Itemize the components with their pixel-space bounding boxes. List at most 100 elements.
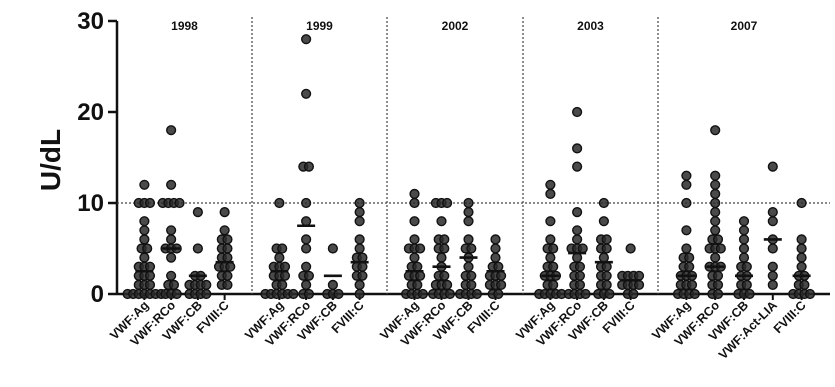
data-point <box>601 234 612 245</box>
data-point <box>442 197 453 209</box>
data-point <box>577 243 588 254</box>
y-tick-label: 20 <box>77 99 104 126</box>
data-point <box>442 279 453 291</box>
data-point <box>463 197 474 209</box>
data-point <box>767 279 778 291</box>
data-point <box>580 288 591 300</box>
data-point <box>715 243 726 254</box>
data-point <box>710 179 721 190</box>
data-point <box>439 243 450 254</box>
data-point <box>279 270 291 281</box>
data-point <box>166 125 177 136</box>
data-point <box>545 234 556 245</box>
data-point <box>572 207 583 218</box>
data-point <box>572 252 583 263</box>
y-tick-label: 30 <box>77 8 104 35</box>
data-point <box>192 243 203 254</box>
data-point <box>301 88 312 99</box>
data-point <box>628 288 639 300</box>
data-point <box>804 288 816 300</box>
data-point <box>767 261 778 272</box>
data-point <box>601 279 612 291</box>
data-point <box>354 288 365 300</box>
data-point <box>710 170 721 181</box>
data-point <box>710 252 721 263</box>
data-point <box>279 261 291 272</box>
data-point <box>463 216 474 227</box>
data-point <box>354 197 365 209</box>
data-point <box>572 106 583 118</box>
data-point <box>333 288 344 300</box>
data-point <box>301 279 312 291</box>
data-point <box>301 234 312 245</box>
data-point <box>625 243 636 254</box>
data-point <box>409 188 420 200</box>
data-point <box>572 225 583 236</box>
data-point <box>171 288 182 300</box>
data-point <box>327 243 338 254</box>
data-point <box>710 207 721 218</box>
data-point <box>686 279 698 291</box>
data-point <box>357 252 368 263</box>
data-point <box>796 261 807 272</box>
data-point <box>681 197 692 209</box>
data-point <box>139 216 150 227</box>
data-point <box>201 288 212 300</box>
data-point <box>222 252 233 263</box>
data-point <box>357 270 368 281</box>
data-point <box>796 243 807 254</box>
data-point <box>572 234 583 245</box>
data-point <box>710 197 721 209</box>
data-point <box>767 270 778 281</box>
data-point <box>493 261 504 272</box>
data-point <box>166 179 177 190</box>
data-point <box>436 216 447 227</box>
data-point <box>767 216 778 227</box>
data-point <box>738 234 750 245</box>
data-point <box>415 243 426 254</box>
data-point <box>303 288 315 300</box>
data-point <box>710 216 721 227</box>
data-point <box>712 234 724 245</box>
data-point <box>684 252 695 263</box>
data-point <box>712 288 724 300</box>
data-point <box>712 270 724 281</box>
data-point <box>738 216 750 227</box>
data-point <box>222 279 233 291</box>
data-point <box>471 288 483 300</box>
data-point <box>604 288 615 300</box>
data-point <box>222 234 233 245</box>
data-point <box>490 243 501 254</box>
data-point <box>681 225 692 236</box>
data-point <box>444 288 456 300</box>
data-point <box>439 270 450 281</box>
data-point <box>681 243 692 254</box>
data-point <box>741 261 752 272</box>
data-point <box>545 216 556 227</box>
data-point <box>139 234 150 245</box>
data-point <box>303 161 315 172</box>
data-point <box>166 225 177 236</box>
data-point <box>466 279 477 291</box>
data-point <box>463 207 474 218</box>
data-point <box>219 207 230 218</box>
data-point <box>301 261 312 272</box>
data-point <box>738 225 750 236</box>
data-point <box>144 279 156 291</box>
data-point <box>288 288 299 300</box>
data-point <box>357 261 368 272</box>
data-point <box>415 270 426 281</box>
data-point <box>689 288 700 300</box>
panel-label-1999: 1999 <box>306 19 333 33</box>
data-point <box>574 261 586 272</box>
data-point <box>327 279 338 291</box>
data-point <box>409 252 420 263</box>
y-axis-label: U/dL <box>35 129 66 191</box>
data-point <box>354 279 365 291</box>
data-point <box>681 179 692 190</box>
data-point <box>799 279 810 291</box>
y-tick-label: 0 <box>91 281 104 308</box>
data-point <box>545 252 556 263</box>
data-point <box>598 197 609 209</box>
